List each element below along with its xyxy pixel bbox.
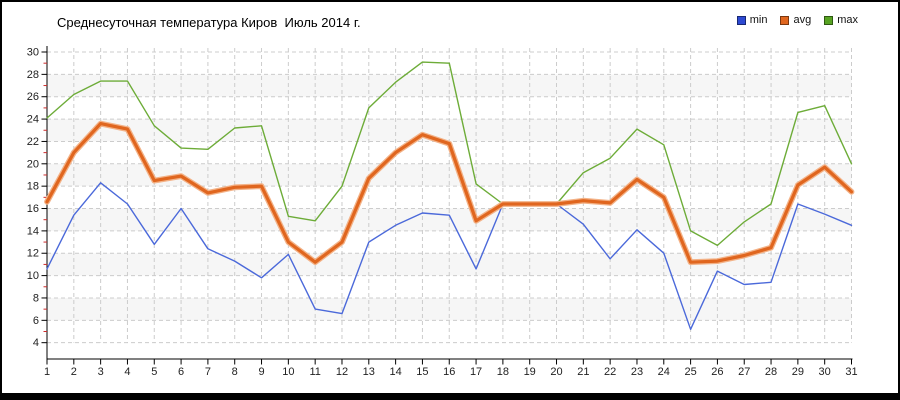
legend-item-avg: avg	[780, 15, 811, 26]
legend-swatch-min-icon	[736, 16, 746, 25]
legend-swatch-max-icon	[824, 16, 834, 25]
x-tick-label: 5	[151, 366, 157, 378]
x-tick-label: 30	[819, 366, 831, 378]
y-tick-label: 24	[27, 114, 39, 126]
x-tick-label: 29	[792, 366, 804, 378]
x-tick-label: 19	[524, 366, 536, 378]
x-tick-label: 9	[258, 366, 264, 378]
chart-title: Среднесуточная температура Киров Июль 20…	[57, 15, 361, 30]
x-tick-label: 31	[845, 366, 857, 378]
y-tick-label: 14	[27, 225, 39, 237]
x-tick-label: 22	[604, 366, 616, 378]
x-tick-label: 21	[577, 366, 589, 378]
x-tick-label: 20	[550, 366, 562, 378]
y-tick-label: 12	[27, 248, 39, 260]
y-tick-label: 4	[33, 337, 39, 349]
legend-swatch-avg-icon	[780, 16, 790, 25]
x-tick-label: 4	[124, 366, 130, 378]
series-avg-line	[45, 121, 854, 264]
legend-label-max: max	[837, 14, 858, 26]
y-tick-label: 26	[27, 91, 39, 103]
legend-label-avg: avg	[793, 14, 812, 26]
x-tick-label: 10	[282, 366, 294, 378]
x-tick-label: 11	[309, 366, 320, 378]
y-tick-label: 18	[27, 181, 39, 193]
y-tick-label: 22	[27, 136, 39, 148]
plot-band	[47, 119, 852, 142]
x-tick-label: 8	[232, 366, 238, 378]
x-tick-label: 28	[765, 366, 777, 378]
x-tick-label: 23	[631, 366, 643, 378]
x-tick-label: 27	[738, 366, 750, 378]
x-tick-label: 3	[98, 366, 104, 378]
series-min-line	[46, 182, 853, 330]
x-tick-label: 18	[497, 366, 509, 378]
x-tick-label: 14	[389, 366, 401, 378]
legend-item-min: min	[736, 14, 768, 26]
x-tick-label: 13	[363, 366, 375, 378]
x-tick-label: 15	[416, 366, 428, 378]
x-tick-label: 2	[71, 366, 77, 378]
legend: min avg max	[736, 14, 858, 26]
y-tick-label: 30	[27, 47, 39, 59]
y-tick-label: 8	[33, 292, 39, 304]
series-max-line	[46, 61, 853, 247]
x-tick-label: 16	[443, 366, 455, 378]
x-tick-label: 24	[658, 366, 670, 378]
x-tick-label: 26	[711, 366, 723, 378]
x-tick-label: 6	[178, 366, 184, 378]
x-tick-label: 1	[44, 366, 50, 378]
y-tick-label: 6	[33, 315, 39, 327]
x-tick-label: 25	[684, 366, 696, 378]
x-tick-label: 12	[336, 366, 348, 378]
legend-item-max: max	[824, 15, 858, 26]
x-tick-label: 17	[470, 366, 482, 378]
y-tick-label: 10	[27, 270, 39, 282]
y-tick-label: 28	[27, 69, 39, 81]
x-tick-label: 7	[205, 366, 211, 378]
y-tick-label: 16	[27, 203, 39, 215]
legend-label-min: min	[749, 14, 768, 26]
y-tick-label: 20	[27, 158, 39, 170]
